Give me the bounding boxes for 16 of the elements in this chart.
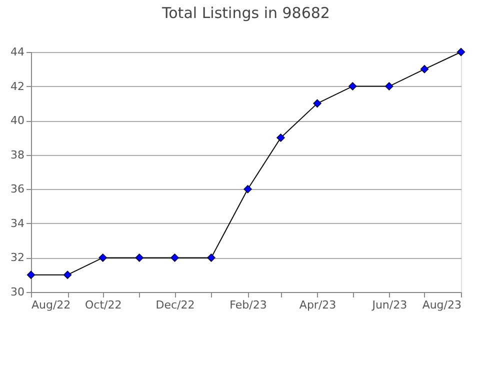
y-tick-label: 40 <box>10 114 24 128</box>
x-tick-label: Dec/22 <box>156 298 195 312</box>
x-tick-label: Oct/22 <box>84 298 122 312</box>
y-tick-label: 42 <box>10 80 24 93</box>
y-tick-label: 30 <box>10 286 24 298</box>
y-tick-label: 44 <box>10 46 24 58</box>
y-tick-label: 34 <box>10 216 24 230</box>
x-tick-label: Jun/23 <box>371 298 408 312</box>
x-tick-label: Aug/22 <box>32 298 71 312</box>
x-tick-label: Apr/23 <box>299 298 336 312</box>
y-tick-label: 32 <box>10 251 24 264</box>
chart-title: Total Listings in 98682 <box>161 4 330 22</box>
y-tick-label: 36 <box>10 182 24 196</box>
x-tick-label: Feb/23 <box>230 298 267 312</box>
y-tick-label: 38 <box>10 148 24 162</box>
x-tick-label: Aug/23 <box>422 298 462 312</box>
